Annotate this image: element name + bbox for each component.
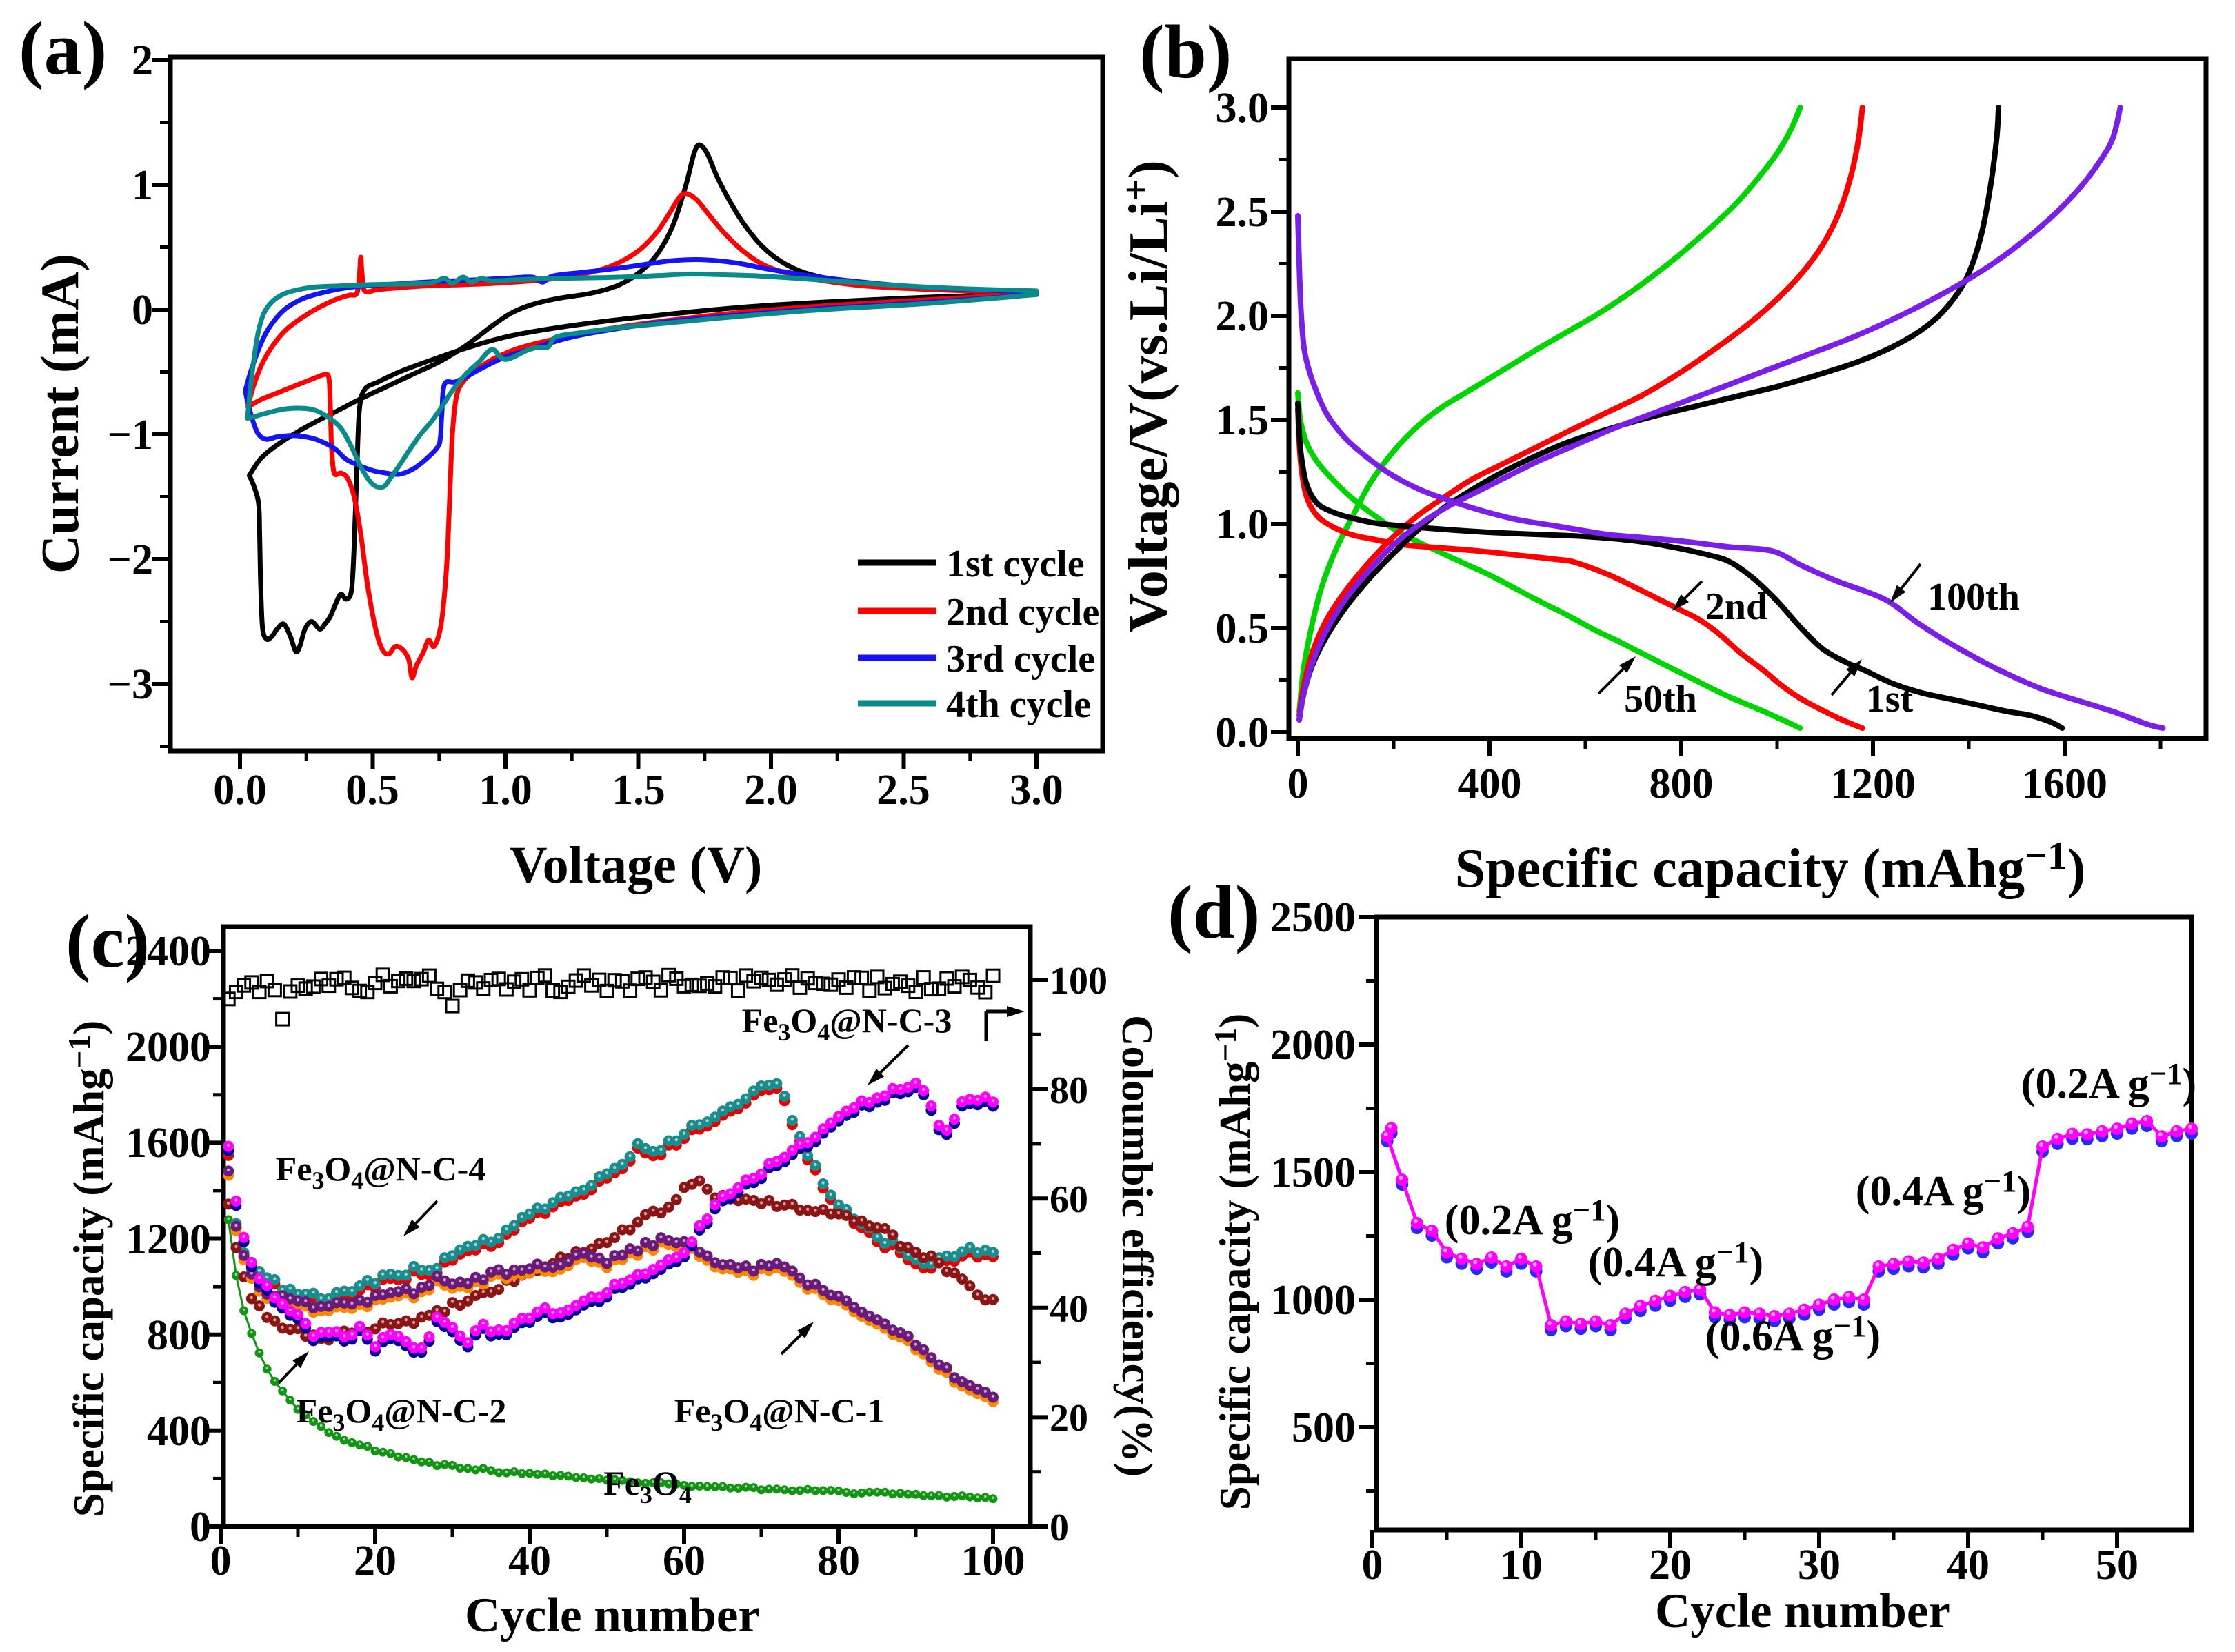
svg-text:(0.2A g−1): (0.2A g−1) (1445, 1193, 1620, 1244)
svg-text:1000: 1000 (1270, 1277, 1356, 1324)
svg-text:100: 100 (1050, 960, 1108, 1003)
svg-text:0.5: 0.5 (1216, 605, 1270, 652)
svg-text:0: 0 (210, 1538, 232, 1584)
svg-text:1: 1 (132, 162, 153, 209)
svg-text:(b): (b) (1139, 10, 1232, 94)
svg-text:0.0: 0.0 (213, 767, 267, 814)
svg-text:10: 10 (1500, 1542, 1543, 1589)
svg-text:1.5: 1.5 (1216, 397, 1270, 444)
svg-text:50: 50 (2096, 1542, 2138, 1589)
svg-text:1200: 1200 (1830, 760, 1916, 807)
svg-text:2: 2 (132, 37, 153, 84)
svg-text:80: 80 (817, 1538, 860, 1584)
svg-text:2.0: 2.0 (744, 767, 798, 814)
svg-text:Current (mA): Current (mA) (30, 254, 90, 574)
svg-text:1600: 1600 (126, 1120, 211, 1167)
svg-text:1600: 1600 (2022, 760, 2107, 807)
svg-text:2nd: 2nd (1705, 585, 1767, 628)
svg-text:Specific capacity (mAhg−1): Specific capacity (mAhg−1) (62, 1020, 113, 1517)
svg-text:2000: 2000 (126, 1024, 211, 1071)
svg-text:0.5: 0.5 (345, 767, 399, 814)
svg-text:Fe3O4@N-C-4: Fe3O4@N-C-4 (276, 1149, 486, 1194)
svg-text:400: 400 (147, 1408, 211, 1455)
svg-text:2.5: 2.5 (1216, 189, 1270, 236)
svg-text:1200: 1200 (126, 1216, 211, 1263)
svg-text:100: 100 (961, 1538, 1025, 1584)
svg-text:Specific capacity (mAhg−1): Specific capacity (mAhg−1) (1208, 1014, 1259, 1510)
svg-text:0.0: 0.0 (1216, 709, 1270, 756)
svg-text:3.0: 3.0 (1216, 85, 1270, 132)
svg-text:60: 60 (663, 1538, 705, 1584)
svg-text:80: 80 (1050, 1069, 1088, 1112)
svg-text:Specific capacity (mAhg−1): Specific capacity (mAhg−1) (1455, 834, 2086, 899)
svg-text:1st: 1st (1866, 678, 1914, 721)
svg-text:20: 20 (1649, 1542, 1692, 1589)
svg-text:100th: 100th (1927, 576, 2020, 618)
svg-text:0: 0 (1362, 1542, 1383, 1589)
svg-text:400: 400 (1458, 760, 1522, 807)
svg-text:Fe3O4@N-C-1: Fe3O4@N-C-1 (674, 1391, 885, 1436)
svg-text:2nd cycle: 2nd cycle (946, 591, 1099, 634)
svg-text:Cycle number: Cycle number (1655, 1584, 1950, 1638)
svg-text:50th: 50th (1624, 678, 1697, 721)
svg-text:Fe3O4@N-C-2: Fe3O4@N-C-2 (297, 1391, 507, 1436)
svg-text:(d): (d) (1167, 870, 1260, 954)
svg-text:30: 30 (1798, 1542, 1841, 1589)
svg-text:3.0: 3.0 (1010, 767, 1063, 814)
svg-text:(c): (c) (66, 899, 150, 983)
svg-text:(a): (a) (19, 6, 107, 90)
svg-text:500: 500 (1292, 1404, 1356, 1451)
svg-text:Cycle number: Cycle number (465, 1589, 760, 1642)
svg-text:3rd cycle: 3rd cycle (946, 638, 1095, 681)
svg-text:40: 40 (508, 1538, 551, 1584)
svg-text:0: 0 (190, 1504, 211, 1551)
svg-text:0: 0 (1050, 1507, 1069, 1549)
svg-text:Voltage (V): Voltage (V) (510, 836, 763, 894)
svg-text:2500: 2500 (1270, 894, 1356, 941)
svg-text:−1: −1 (108, 412, 153, 459)
svg-text:60: 60 (1050, 1178, 1088, 1221)
svg-text:20: 20 (354, 1538, 397, 1584)
svg-text:20: 20 (1050, 1397, 1088, 1440)
svg-text:2400: 2400 (126, 928, 211, 975)
svg-text:800: 800 (1650, 760, 1714, 807)
svg-text:0: 0 (132, 287, 153, 334)
svg-text:−2: −2 (108, 536, 153, 583)
svg-text:2.0: 2.0 (1216, 293, 1270, 340)
svg-text:1.5: 1.5 (612, 767, 665, 814)
svg-text:(0.2A g−1): (0.2A g−1) (2021, 1056, 2196, 1107)
svg-text:1500: 1500 (1270, 1149, 1356, 1196)
svg-text:40: 40 (1947, 1542, 1990, 1589)
svg-text:2.5: 2.5 (876, 767, 930, 814)
svg-text:40: 40 (1050, 1288, 1088, 1331)
svg-text:1.0: 1.0 (1216, 501, 1270, 548)
svg-text:1.0: 1.0 (479, 767, 532, 814)
svg-text:0: 0 (1287, 760, 1309, 807)
svg-text:−3: −3 (108, 661, 153, 708)
svg-text:4th cycle: 4th cycle (946, 683, 1091, 726)
svg-text:Coloumbic efficiency(%): Coloumbic efficiency(%) (1113, 1015, 1161, 1477)
svg-text:Fe3O4@N-C-3: Fe3O4@N-C-3 (742, 1001, 952, 1046)
svg-text:2000: 2000 (1270, 1022, 1356, 1069)
svg-text:1st cycle: 1st cycle (946, 543, 1085, 585)
svg-text:800: 800 (147, 1312, 211, 1359)
svg-text:Voltage/V(vs.Li/Li+): Voltage/V(vs.Li/Li+) (1114, 160, 1179, 632)
